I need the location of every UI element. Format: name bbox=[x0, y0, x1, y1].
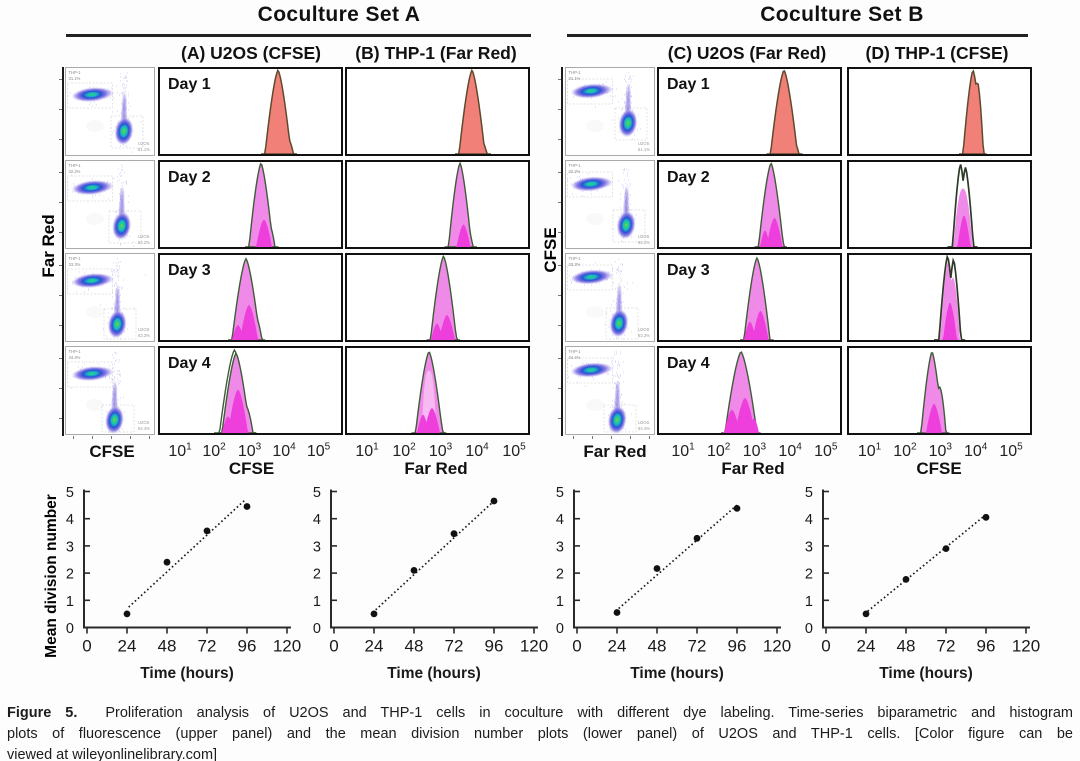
svg-text:24: 24 bbox=[365, 637, 384, 656]
svg-text:64.4%: 64.4% bbox=[638, 426, 650, 431]
svg-text:120: 120 bbox=[1012, 637, 1040, 656]
svg-text:3: 3 bbox=[65, 539, 73, 555]
svg-text:61.1%: 61.1% bbox=[138, 147, 150, 152]
svg-text:3: 3 bbox=[313, 539, 321, 555]
svg-text:0: 0 bbox=[82, 637, 91, 656]
svg-text:31.1%: 31.1% bbox=[69, 76, 81, 81]
svg-text:5: 5 bbox=[805, 485, 813, 501]
svg-text:0: 0 bbox=[329, 637, 338, 656]
svg-text:U2OS: U2OS bbox=[138, 327, 150, 332]
svg-text:5: 5 bbox=[555, 485, 563, 501]
svg-text:THP-1: THP-1 bbox=[568, 70, 581, 75]
svg-text:U2OS: U2OS bbox=[138, 420, 150, 425]
svg-text:24: 24 bbox=[607, 637, 626, 656]
svg-text:U2OS: U2OS bbox=[638, 420, 650, 425]
svg-text:4: 4 bbox=[313, 512, 321, 528]
svg-text:THP-1: THP-1 bbox=[69, 163, 82, 168]
svg-text:4: 4 bbox=[65, 512, 73, 528]
svg-text:U2OS: U2OS bbox=[638, 234, 650, 239]
svg-text:1: 1 bbox=[313, 594, 321, 610]
svg-text:34.4%: 34.4% bbox=[568, 355, 580, 360]
svg-text:31.1%: 31.1% bbox=[568, 76, 580, 81]
svg-text:0: 0 bbox=[805, 621, 813, 637]
svg-text:THP-1: THP-1 bbox=[69, 70, 82, 75]
svg-text:THP-1: THP-1 bbox=[568, 349, 581, 354]
svg-text:62.2%: 62.2% bbox=[138, 240, 150, 245]
svg-text:33.3%: 33.3% bbox=[69, 262, 81, 267]
svg-text:32.2%: 32.2% bbox=[568, 169, 580, 174]
svg-text:THP-1: THP-1 bbox=[69, 256, 82, 261]
svg-text:2: 2 bbox=[65, 567, 73, 583]
svg-text:0: 0 bbox=[821, 637, 830, 656]
svg-text:24: 24 bbox=[857, 637, 876, 656]
svg-text:32.2%: 32.2% bbox=[69, 169, 81, 174]
svg-text:2: 2 bbox=[805, 567, 813, 583]
svg-text:34.4%: 34.4% bbox=[69, 355, 81, 360]
svg-text:96: 96 bbox=[727, 637, 746, 656]
svg-text:Time (hours): Time (hours) bbox=[630, 665, 724, 682]
svg-text:4: 4 bbox=[555, 512, 563, 528]
svg-text:1: 1 bbox=[65, 594, 73, 610]
svg-text:THP-1: THP-1 bbox=[568, 256, 581, 261]
svg-text:2: 2 bbox=[555, 567, 563, 583]
svg-text:2: 2 bbox=[313, 567, 321, 583]
svg-text:3: 3 bbox=[555, 539, 563, 555]
svg-text:72: 72 bbox=[937, 637, 956, 656]
svg-text:120: 120 bbox=[762, 637, 790, 656]
svg-text:5: 5 bbox=[65, 485, 73, 501]
svg-text:63.3%: 63.3% bbox=[638, 333, 650, 338]
svg-text:5: 5 bbox=[313, 485, 321, 501]
svg-text:U2OS: U2OS bbox=[638, 327, 650, 332]
svg-text:1: 1 bbox=[555, 594, 563, 610]
svg-text:72: 72 bbox=[445, 637, 464, 656]
svg-text:4: 4 bbox=[805, 512, 813, 528]
svg-text:3: 3 bbox=[805, 539, 813, 555]
svg-text:0: 0 bbox=[572, 637, 581, 656]
svg-text:72: 72 bbox=[687, 637, 706, 656]
svg-text:62.2%: 62.2% bbox=[638, 240, 650, 245]
svg-text:33.3%: 33.3% bbox=[568, 262, 580, 267]
svg-text:THP-1: THP-1 bbox=[69, 349, 82, 354]
svg-text:120: 120 bbox=[272, 637, 300, 656]
svg-text:72: 72 bbox=[197, 637, 216, 656]
svg-text:Time (hours): Time (hours) bbox=[140, 665, 234, 682]
svg-text:96: 96 bbox=[485, 637, 504, 656]
svg-text:48: 48 bbox=[647, 637, 666, 656]
svg-text:1: 1 bbox=[805, 594, 813, 610]
svg-text:0: 0 bbox=[65, 621, 73, 637]
svg-text:120: 120 bbox=[520, 637, 548, 656]
svg-text:48: 48 bbox=[897, 637, 916, 656]
svg-text:96: 96 bbox=[237, 637, 256, 656]
svg-text:61.1%: 61.1% bbox=[638, 147, 650, 152]
svg-text:24: 24 bbox=[117, 637, 136, 656]
svg-text:U2OS: U2OS bbox=[638, 141, 650, 146]
svg-text:0: 0 bbox=[313, 621, 321, 637]
svg-text:0: 0 bbox=[555, 621, 563, 637]
svg-text:Time (hours): Time (hours) bbox=[879, 665, 973, 682]
svg-text:63.3%: 63.3% bbox=[138, 333, 150, 338]
svg-text:THP-1: THP-1 bbox=[568, 163, 581, 168]
svg-text:U2OS: U2OS bbox=[138, 234, 150, 239]
svg-text:64.4%: 64.4% bbox=[138, 426, 150, 431]
svg-text:48: 48 bbox=[157, 637, 176, 656]
svg-text:Time (hours): Time (hours) bbox=[387, 665, 481, 682]
svg-text:48: 48 bbox=[405, 637, 424, 656]
svg-text:96: 96 bbox=[977, 637, 996, 656]
svg-text:U2OS: U2OS bbox=[138, 141, 150, 146]
